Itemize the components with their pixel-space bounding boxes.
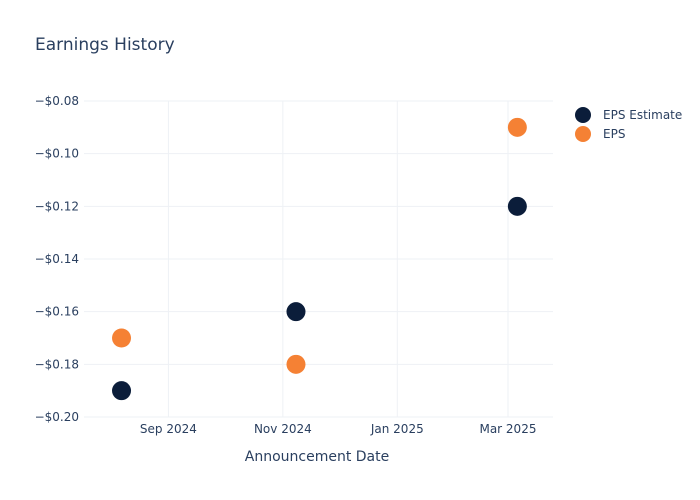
legend-item[interactable]: EPS [575, 126, 625, 142]
x-axis-title: Announcement Date [245, 449, 389, 465]
data-point [507, 196, 527, 216]
data-point [112, 381, 132, 401]
legend-item[interactable]: EPS Estimate [575, 107, 682, 123]
legend-label: EPS Estimate [603, 108, 682, 122]
y-tick-label: −$0.10 [35, 147, 79, 161]
x-axis-ticks: Sep 2024 Nov 2024 Jan 2025 Mar 2025 [140, 422, 537, 436]
y-tick-label: −$0.20 [35, 410, 79, 424]
y-tick-label: −$0.08 [35, 94, 79, 108]
x-tick-label: Jan 2025 [370, 422, 424, 436]
x-tick-label: Sep 2024 [140, 422, 197, 436]
legend-marker [575, 126, 591, 142]
x-tick-label: Mar 2025 [479, 422, 536, 436]
data-points [112, 117, 527, 401]
legend-label: EPS [603, 127, 625, 141]
chart-title: Earnings History [35, 35, 175, 55]
grid-layer [84, 100, 553, 418]
data-point [507, 117, 527, 137]
data-point [112, 328, 132, 348]
legend-marker [575, 107, 591, 123]
legend[interactable]: EPS Estimate EPS [575, 107, 682, 142]
data-point [286, 354, 306, 374]
y-tick-label: −$0.16 [35, 305, 79, 319]
series-eps-estimate [112, 196, 527, 401]
y-tick-label: −$0.12 [35, 199, 79, 213]
x-tick-label: Nov 2024 [254, 422, 312, 436]
y-axis-ticks: −$0.08 −$0.10 −$0.12 −$0.14 −$0.16 −$0.18 −$0.… [35, 94, 79, 424]
y-tick-label: −$0.14 [35, 252, 79, 266]
series-eps [112, 117, 527, 374]
y-tick-label: −$0.18 [35, 357, 79, 371]
data-point [286, 302, 306, 322]
